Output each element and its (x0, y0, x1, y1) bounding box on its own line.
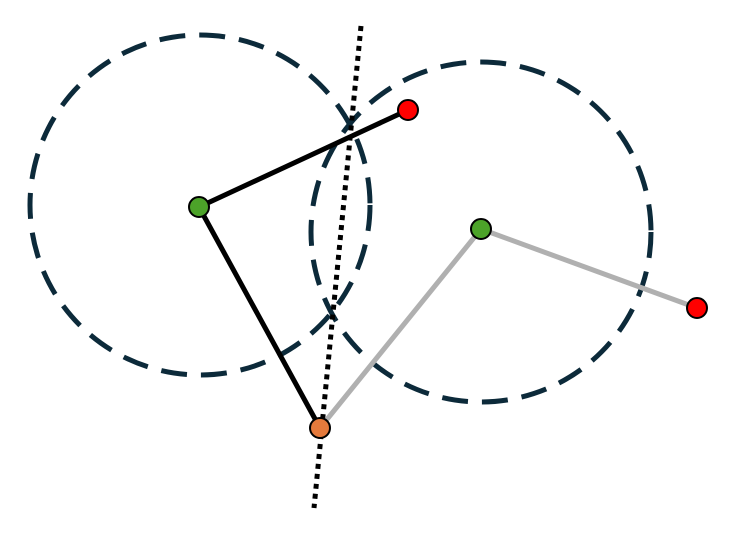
right-center-joint[interactable] (470, 218, 492, 240)
reach-circle-right (308, 59, 654, 405)
left-center-joint[interactable] (188, 196, 210, 218)
arm-right-upper-link (478, 226, 700, 311)
right-arm-endpoint[interactable] (686, 297, 708, 319)
left-arm-endpoint[interactable] (397, 99, 419, 121)
shared-joint[interactable] (309, 417, 331, 439)
reach-circle-left (27, 32, 373, 378)
arm-right-lower-link (317, 226, 484, 431)
arm-left-upper-link (196, 107, 411, 210)
arm-left-lower-link (196, 204, 323, 431)
